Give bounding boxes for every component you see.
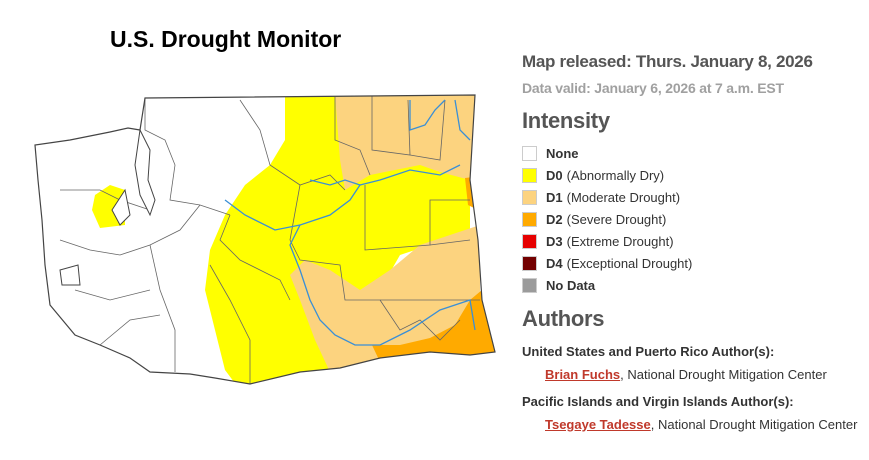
author-line: Tsegaye Tadesse, National Drought Mitiga… [522,417,862,432]
legend-item: D2 (Severe Drought) [522,208,862,230]
info-panel: Map released: Thurs. January 8, 2026 Dat… [522,52,862,432]
legend-code: None [546,145,579,161]
author-heading: Pacific Islands and Virgin Islands Autho… [522,394,794,409]
legend-title: Intensity [522,108,610,133]
legend-item: D0 (Abnormally Dry) [522,164,862,186]
rivers [224,99,476,346]
legend-item: D3 (Extreme Drought) [522,230,862,252]
authors: United States and Puerto Rico Author(s):… [522,344,862,432]
legend-swatch [522,189,537,205]
legend-swatch [522,255,537,271]
author-line: Brian Fuchs, National Drought Mitigation… [522,367,862,382]
legend-item: D4 (Exceptional Drought) [522,252,862,274]
legend-item: No Data [522,274,862,296]
legend-label: (Severe Drought) [566,211,667,227]
legend-label: (Exceptional Drought) [566,255,693,271]
legend-swatch [522,277,537,293]
legend-code: D4 [546,255,563,271]
legend-label: (Moderate Drought) [566,189,681,205]
author-link[interactable]: Brian Fuchs [545,367,621,382]
legend-code: No Data [546,277,596,293]
legend-code: D1 [546,189,563,205]
author-link[interactable]: Tsegaye Tadesse [545,417,651,432]
area-d0 [205,95,470,384]
area-d2-se [372,290,495,362]
legend-swatch [522,167,537,183]
legend-swatch [522,211,537,227]
legend-swatch [522,145,537,161]
legend-code: D0 [546,167,563,183]
legend-code: D2 [546,211,563,227]
data-valid: Data valid: January 6, 2026 at 7 a.m. ES… [522,80,784,96]
legend-swatch [522,233,537,249]
legend-code: D3 [546,233,563,249]
drought-map [34,94,496,385]
legend-label: (Extreme Drought) [566,233,674,249]
puget-sound [59,128,156,286]
legend-item: None [522,142,862,164]
author-affiliation: , National Drought Mitigation Center [620,367,827,382]
map-released: Map released: Thurs. January 8, 2026 [522,52,813,71]
legend-item: D1 (Moderate Drought) [522,186,862,208]
drought-areas [35,95,495,384]
county-lines [59,96,480,384]
author-heading: United States and Puerto Rico Author(s): [522,344,775,359]
legend: None D0 (Abnormally Dry) D1 (Moderate Drough… [522,142,862,296]
author-affiliation: , National Drought Mitigation Center [650,417,858,432]
title: U.S. Drought Monitor [110,26,342,52]
authors-title: Authors [522,306,605,331]
legend-label: (Abnormally Dry) [566,167,665,183]
